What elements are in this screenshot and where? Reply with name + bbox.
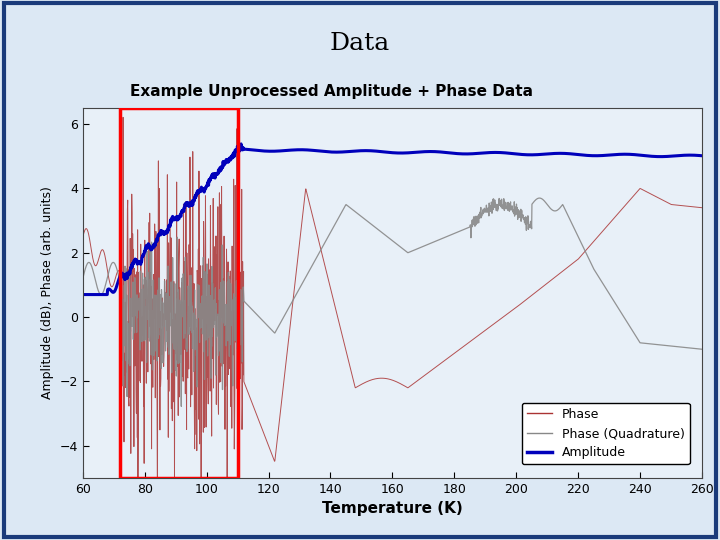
Phase (Quadrature) bbox=[567, 219, 575, 225]
X-axis label: Temperature (K): Temperature (K) bbox=[322, 501, 463, 516]
Phase (Quadrature) bbox=[380, 231, 389, 238]
Phase (Quadrature) bbox=[680, 344, 689, 350]
Amplitude bbox=[364, 147, 372, 154]
Amplitude bbox=[567, 151, 575, 157]
Amplitude bbox=[698, 152, 706, 159]
Legend: Phase, Phase (Quadrature), Amplitude: Phase, Phase (Quadrature), Amplitude bbox=[522, 403, 690, 464]
Amplitude bbox=[680, 152, 688, 159]
Phase (Quadrature) bbox=[110, 260, 119, 266]
Bar bbox=[120, 108, 238, 478]
Phase bbox=[119, 114, 127, 120]
Y-axis label: Amplitude (dB), Phase (arb. units): Amplitude (dB), Phase (arb. units) bbox=[41, 186, 54, 400]
Phase (Quadrature) bbox=[535, 195, 544, 201]
Text: Example Unprocessed Amplitude + Phase Data: Example Unprocessed Amplitude + Phase Da… bbox=[130, 84, 533, 99]
Phase bbox=[153, 517, 162, 524]
Amplitude bbox=[380, 148, 389, 155]
Phase bbox=[380, 375, 389, 382]
Amplitude bbox=[237, 140, 246, 147]
Line: Phase: Phase bbox=[83, 117, 702, 521]
Phase bbox=[698, 205, 706, 211]
Phase (Quadrature) bbox=[177, 403, 186, 409]
Phase (Quadrature) bbox=[364, 218, 372, 225]
Amplitude bbox=[110, 288, 119, 295]
Amplitude bbox=[78, 291, 87, 298]
Phase (Quadrature) bbox=[698, 346, 706, 353]
Phase (Quadrature) bbox=[680, 344, 688, 350]
Line: Phase (Quadrature): Phase (Quadrature) bbox=[83, 198, 702, 406]
Phase bbox=[680, 202, 689, 209]
Phase bbox=[78, 233, 87, 240]
Amplitude bbox=[680, 152, 688, 159]
Text: Data: Data bbox=[330, 32, 390, 56]
Phase bbox=[567, 261, 575, 268]
Phase bbox=[680, 202, 688, 209]
Phase bbox=[110, 279, 119, 285]
Line: Amplitude: Amplitude bbox=[83, 144, 702, 294]
Phase bbox=[364, 378, 372, 384]
Phase (Quadrature) bbox=[78, 275, 87, 282]
